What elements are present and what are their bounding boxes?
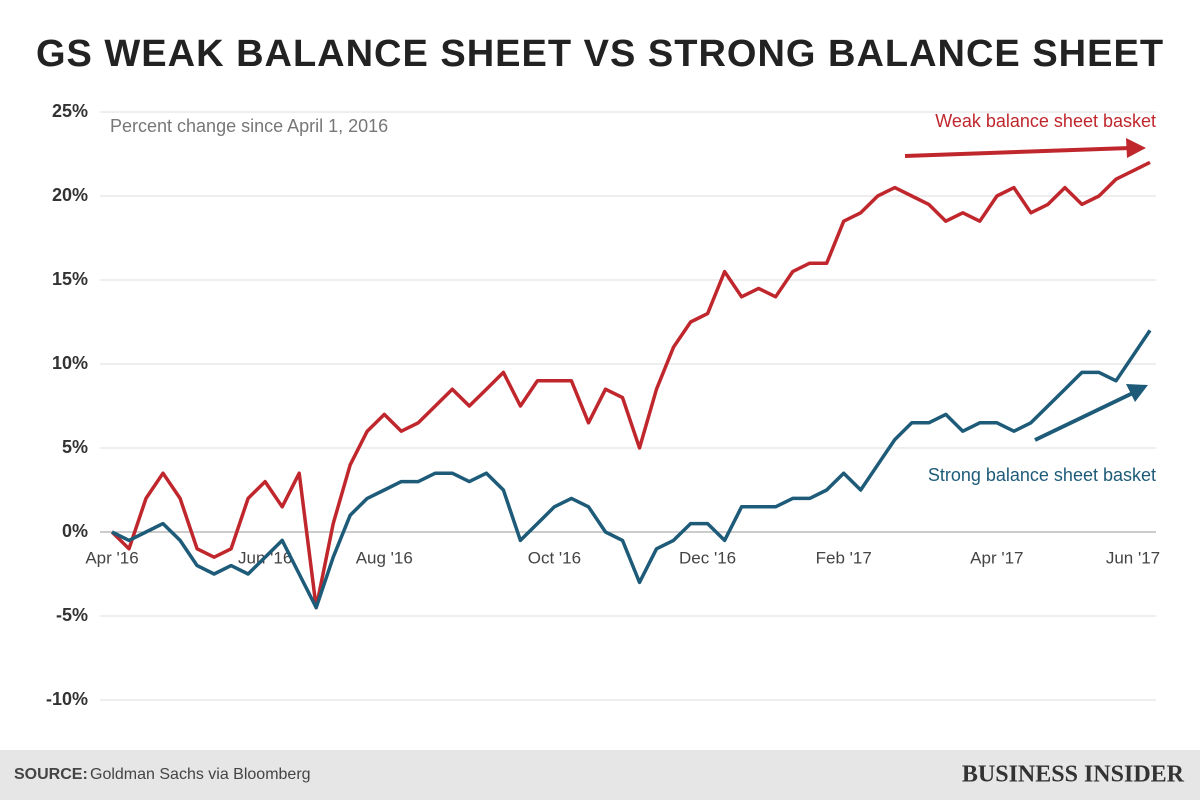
annotation: Strong balance sheet basket (928, 465, 1156, 485)
x-tick-label: Feb '17 (816, 548, 872, 567)
y-tick-label: 5% (62, 437, 88, 457)
y-tick-label: 20% (52, 185, 88, 205)
annotation: Weak balance sheet basket (935, 111, 1156, 131)
arrow (904, 138, 1146, 158)
x-tick-label: Jun '17 (1106, 548, 1160, 567)
y-tick-label: -5% (56, 605, 88, 625)
x-tick-label: Aug '16 (356, 548, 413, 567)
brand: BUSINESS INSIDER (962, 762, 1185, 788)
source-label: SOURCE: (14, 766, 88, 783)
x-tick-label: Apr '16 (85, 548, 138, 567)
subtitle: Percent change since April 1, 2016 (110, 116, 388, 136)
footer (0, 750, 1200, 800)
arrow (1034, 384, 1148, 442)
y-tick-label: 15% (52, 269, 88, 289)
line (111, 329, 1152, 610)
chart-title: GS WEAK BALANCE SHEET VS STRONG BALANCE … (36, 33, 1164, 75)
y-tick-label: -10% (46, 689, 88, 709)
x-tick-label: Oct '16 (528, 548, 581, 567)
source: Goldman Sachs via Bloomberg (90, 766, 311, 783)
x-tick-label: Apr '17 (970, 548, 1023, 567)
line (110, 160, 1151, 610)
x-tick-label: Dec '16 (679, 548, 736, 567)
y-tick-label: 0% (62, 521, 88, 541)
y-tick-label: 25% (52, 101, 88, 121)
y-tick-label: 10% (52, 353, 88, 373)
